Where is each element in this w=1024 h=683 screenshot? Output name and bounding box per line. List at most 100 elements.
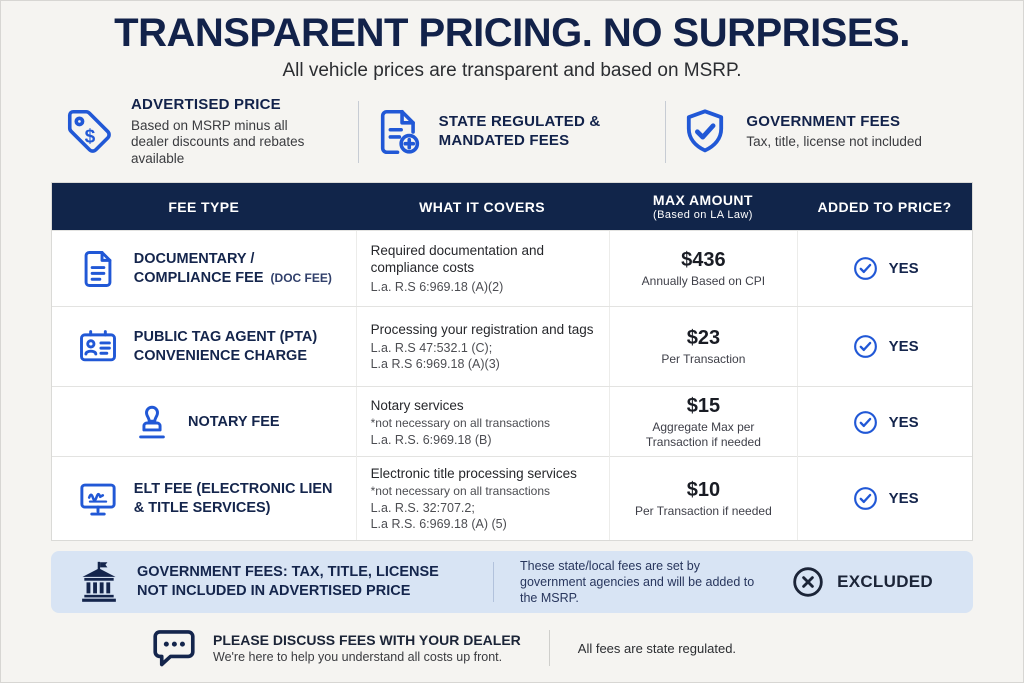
vertical-divider bbox=[357, 101, 359, 163]
amount-value: $15 bbox=[686, 395, 721, 417]
fee-type-name: NOTARY FEE bbox=[188, 414, 280, 431]
fee-type-cell: ELT FEE (ELECTRONIC LIEN & TITLE SERVICE… bbox=[52, 457, 356, 540]
covers-cell: Notary services *not necessary on all tr… bbox=[355, 387, 609, 458]
footer-text: PLEASE DISCUSS FEES WITH YOUR DEALER We'… bbox=[213, 632, 521, 664]
fee-type-name: ELT FEE (ELECTRONIC LIEN & TITLE SERVICE… bbox=[133, 480, 333, 516]
amount-value: $10 bbox=[686, 478, 721, 501]
fee-type-name: PUBLIC TAG AGENT (PTA) CONVENIENCE CHARG… bbox=[133, 328, 318, 364]
covers-citation: L.a. R.S. 32:707.2; bbox=[370, 500, 475, 515]
feature-title: GOVERNMENT FEES bbox=[746, 112, 901, 130]
excluded-label: EXCLUDED bbox=[837, 572, 933, 591]
amount-cell: $23 Per Transaction bbox=[608, 307, 798, 386]
chat-bubble-icon bbox=[151, 625, 197, 671]
covers-note: *not necessary on all transactions bbox=[370, 484, 551, 499]
amount-cell: $15 Aggregate Max per Transaction if nee… bbox=[608, 387, 798, 458]
fee-type-cell: NOTARY FEE bbox=[52, 387, 356, 458]
stamp-icon bbox=[130, 401, 174, 445]
fee-type-name: DOCUMENTARY / COMPLIANCE FEE (DOC FEE) bbox=[134, 250, 334, 288]
bank-building-icon bbox=[77, 560, 121, 604]
covers-main: Required documentation and compliance co… bbox=[370, 243, 544, 276]
page-title: TRANSPARENT PRICING. NO SURPRISES. bbox=[114, 11, 910, 55]
added-cell: YES bbox=[797, 307, 972, 386]
column-header-max-amount: MAX AMOUNT (Based on LA Law) bbox=[609, 192, 798, 221]
added-label: YES bbox=[888, 414, 919, 431]
vertical-divider bbox=[665, 101, 667, 163]
fee-type-cell: DOCUMENTARY / COMPLIANCE FEE (DOC FEE) bbox=[52, 231, 356, 306]
amount-cell: $436 Annually Based on CPI bbox=[608, 231, 798, 306]
footer-subtitle: We're here to help you understand all co… bbox=[213, 650, 503, 664]
monitor-signature-icon bbox=[76, 477, 120, 521]
column-header-max-amount-label: MAX AMOUNT bbox=[652, 192, 753, 208]
footer-title: PLEASE DISCUSS FEES WITH YOUR DEALER bbox=[213, 632, 521, 648]
covers-citation: L.a R.S 6:969.18 (A)(3) bbox=[370, 357, 500, 372]
feature-text: GOVERNMENT FEES Tax, title, license not … bbox=[746, 113, 922, 152]
feature-title: ADVERTISED PRICE bbox=[131, 95, 281, 113]
amount-cell: $10 Per Transaction if needed bbox=[608, 457, 798, 541]
covers-citation: L.a. R.S 6:969.18 (A)(2) bbox=[370, 279, 504, 294]
column-header-max-amount-note: (Based on LA Law) bbox=[653, 209, 753, 221]
fee-type-cell: PUBLIC TAG AGENT (PTA) CONVENIENCE CHARG… bbox=[52, 307, 356, 386]
features-row: $ ADVERTISED PRICE Based on MSRP minus a… bbox=[51, 86, 973, 178]
added-label: YES bbox=[888, 260, 919, 277]
covers-citation: L.a R.S. 6:969.18 (A) (5) bbox=[370, 517, 507, 532]
svg-text:$: $ bbox=[85, 126, 96, 147]
amount-value: $436 bbox=[681, 248, 726, 271]
table-row: ELT FEE (ELECTRONIC LIEN & TITLE SERVICE… bbox=[52, 456, 972, 541]
amount-note: Per Transaction bbox=[661, 351, 746, 366]
fees-table: FEE TYPE WHAT IT COVERS MAX AMOUNT (Base… bbox=[51, 182, 973, 541]
price-tag-icon: $ bbox=[63, 105, 117, 159]
check-circle-icon bbox=[852, 255, 879, 282]
covers-note: *not necessary on all transactions bbox=[370, 416, 551, 431]
column-header-fee-type: FEE TYPE bbox=[168, 198, 240, 215]
fee-type-label: DOCUMENTARY / COMPLIANCE FEE bbox=[133, 250, 264, 286]
feature-text: ADVERTISED PRICE Based on MSRP minus all… bbox=[131, 96, 326, 168]
amount-value: $23 bbox=[686, 326, 721, 349]
feature-description: Tax, title, license not included bbox=[746, 134, 922, 150]
page-subtitle: All vehicle prices are transparent and b… bbox=[282, 60, 742, 81]
covers-cell: Required documentation and compliance co… bbox=[355, 231, 609, 306]
feature-advertised-price: $ ADVERTISED PRICE Based on MSRP minus a… bbox=[51, 96, 358, 168]
feature-government-fees: GOVERNMENT FEES Tax, title, license not … bbox=[666, 105, 973, 159]
amount-note: Aggregate Max per Transaction if needed bbox=[645, 420, 761, 449]
covers-citation: L.a. R.S 47:532.1 (C); bbox=[370, 340, 493, 355]
x-circle-icon bbox=[791, 565, 825, 599]
check-circle-icon bbox=[852, 409, 879, 436]
document-plus-icon bbox=[371, 105, 425, 159]
added-cell: YES bbox=[797, 387, 972, 458]
table-row: DOCUMENTARY / COMPLIANCE FEE (DOC FEE) R… bbox=[52, 230, 972, 306]
footer-note: All fees are state regulated. bbox=[577, 640, 737, 656]
footer: PLEASE DISCUSS FEES WITH YOUR DEALER We'… bbox=[51, 621, 973, 675]
added-label: YES bbox=[888, 338, 919, 355]
banner-title: GOVERNMENT FEES: TAX, TITLE, LICENSE NOT… bbox=[137, 564, 439, 599]
document-icon bbox=[76, 247, 120, 291]
feature-state-fees: STATE REGULATED & MANDATED FEES bbox=[359, 105, 666, 159]
table-row: PUBLIC TAG AGENT (PTA) CONVENIENCE CHARG… bbox=[52, 306, 972, 386]
id-card-icon bbox=[76, 325, 120, 369]
header: TRANSPARENT PRICING. NO SURPRISES. All v… bbox=[51, 11, 973, 82]
feature-title: STATE REGULATED & MANDATED FEES bbox=[438, 113, 601, 149]
covers-main: Processing your registration and tags bbox=[370, 321, 594, 337]
check-circle-icon bbox=[852, 485, 879, 512]
vertical-divider bbox=[548, 630, 550, 666]
banner-description: These state/local fees are set by govern… bbox=[520, 558, 755, 606]
covers-cell: Electronic title processing services *no… bbox=[355, 457, 609, 541]
table-row: NOTARY FEE Notary services *not necessar… bbox=[52, 386, 972, 458]
column-header-covers: WHAT IT COVERS bbox=[419, 198, 546, 215]
feature-text: STATE REGULATED & MANDATED FEES bbox=[439, 113, 624, 151]
covers-cell: Processing your registration and tags L.… bbox=[355, 307, 609, 386]
amount-note: Annually Based on CPI bbox=[641, 273, 766, 288]
covers-citation: L.a. R.S. 6:969.18 (B) bbox=[370, 432, 492, 447]
feature-description: Based on MSRP minus all dealer discounts… bbox=[131, 117, 305, 167]
column-header-added: ADDED TO PRICE? bbox=[817, 198, 952, 215]
added-label: YES bbox=[888, 490, 919, 508]
vertical-divider bbox=[493, 562, 494, 602]
covers-main: Notary services bbox=[370, 397, 464, 413]
excluded-status: EXCLUDED bbox=[791, 565, 947, 599]
added-cell: YES bbox=[797, 231, 972, 306]
amount-note: Per Transaction if needed bbox=[635, 503, 772, 518]
shield-check-icon bbox=[678, 105, 732, 159]
added-cell: YES bbox=[797, 457, 972, 541]
fee-type-note: (DOC FEE) bbox=[270, 270, 332, 285]
covers-main: Electronic title processing services bbox=[370, 466, 577, 481]
